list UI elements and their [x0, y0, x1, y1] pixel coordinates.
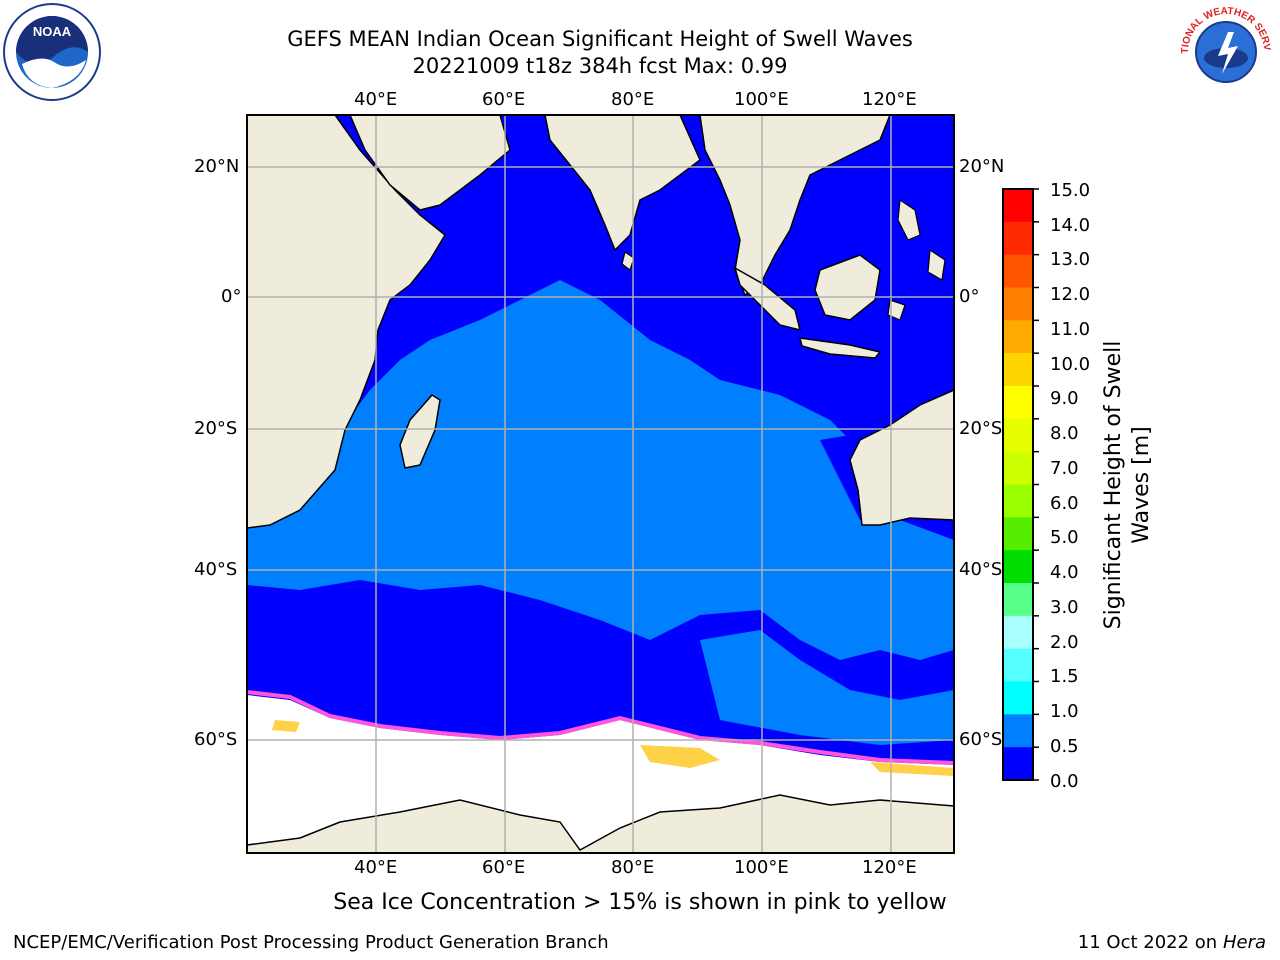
nws-logo: NATIONAL WEATHER SERVICE — [1172, 0, 1276, 102]
land-australia — [849, 389, 954, 526]
colorbar-swatch — [1003, 287, 1033, 321]
lon-label-top: 80°E — [611, 89, 655, 110]
land-antarctica — [247, 794, 954, 853]
lat-label-left: 60°S — [194, 729, 238, 750]
colorbar-tick: 11.0 — [1050, 319, 1091, 340]
colorbar-tick: 6.0 — [1050, 493, 1079, 514]
lat-label-right: 20°N — [959, 156, 1005, 177]
sea-ice-note: Sea Ice Concentration > 15% is shown in … — [333, 890, 947, 915]
colorbar-swatch — [1003, 648, 1033, 682]
gridlines — [247, 115, 954, 853]
noaa-logo: NOAA — [2, 2, 102, 102]
footer-date-text: 11 Oct 2022 on — [1077, 932, 1223, 953]
footer-host: Hera — [1222, 932, 1266, 953]
land-madagascar — [399, 394, 441, 469]
colorbar-tick: 3.0 — [1050, 597, 1079, 618]
colorbar-swatch — [1003, 615, 1033, 650]
lat-label-left: 0° — [221, 286, 242, 307]
colorbar-swatch — [1003, 320, 1033, 354]
colorbar-title-line1: Significant Height of Swell — [1101, 340, 1126, 630]
lon-label-top: 40°E — [354, 89, 398, 110]
colorbar-swatch — [1003, 714, 1033, 748]
lat-label-left: 20°S — [194, 418, 238, 439]
land-islands — [887, 198, 946, 321]
colorbar-swatch — [1003, 484, 1033, 518]
colorbar-swatch — [1003, 747, 1033, 781]
colorbar-swatch — [1003, 386, 1033, 420]
colorbar-tick: 10.0 — [1050, 354, 1091, 375]
lat-label-right: 0° — [959, 286, 980, 307]
colorbar — [1002, 188, 1039, 781]
colorbar-tick: 14.0 — [1050, 215, 1091, 236]
footer-branch: NCEP/EMC/Verification Post Processing Pr… — [13, 932, 609, 953]
lon-label-bottom: 120°E — [862, 857, 917, 878]
lat-label-right: 20°S — [959, 418, 1003, 439]
land-arabia — [349, 115, 511, 211]
colorbar-tick: 8.0 — [1050, 423, 1079, 444]
colorbar-tick: 13.0 — [1050, 249, 1091, 270]
colorbar-title: Significant Height of Swell Waves [m] — [1100, 285, 1156, 685]
colorbar-swatch — [1003, 189, 1033, 223]
colorbar-swatch — [1003, 583, 1033, 617]
colorbar-title-line2: Waves [m] — [1129, 426, 1154, 544]
colorbar-swatch — [1003, 418, 1033, 453]
map-frame — [246, 114, 955, 854]
chart-subtitle: 20221009 t18z 384h fcst Max: 0.99 — [412, 54, 788, 78]
colorbar-tick: 12.0 — [1050, 284, 1091, 305]
footer-date: 11 Oct 2022 on Hera — [1078, 932, 1266, 953]
lat-label-left: 20°N — [194, 156, 240, 177]
colorbar-tick: 2.0 — [1050, 632, 1079, 653]
lat-label-left: 40°S — [194, 559, 238, 580]
noaa-logo-text: NOAA — [33, 24, 72, 39]
lon-label-top: 100°E — [734, 89, 789, 110]
lon-label-bottom: 40°E — [354, 857, 398, 878]
colorbar-swatch — [1003, 681, 1033, 715]
lon-label-bottom: 100°E — [734, 857, 789, 878]
chart-title: GEFS MEAN Indian Ocean Significant Heigh… — [287, 27, 913, 51]
ice-edge-pink — [247, 690, 954, 765]
lat-label-right: 40°S — [959, 559, 1003, 580]
colorbar-swatch — [1003, 221, 1033, 256]
colorbar-tick: 7.0 — [1050, 458, 1079, 479]
lon-label-bottom: 80°E — [611, 857, 655, 878]
colorbar-swatch — [1003, 550, 1033, 584]
lon-label-top: 60°E — [482, 89, 526, 110]
land-java — [799, 337, 882, 359]
lon-label-top: 120°E — [862, 89, 917, 110]
land-india — [544, 115, 701, 252]
colorbar-swatch — [1003, 353, 1033, 387]
lon-label-bottom: 60°E — [482, 857, 526, 878]
colorbar-tick: 4.0 — [1050, 562, 1079, 583]
colorbar-tick: 0.5 — [1050, 736, 1079, 757]
land-sumatra — [733, 266, 802, 332]
colorbar-tick: 5.0 — [1050, 527, 1079, 548]
colorbar-tick: 15.0 — [1050, 180, 1091, 201]
colorbar-swatch — [1003, 517, 1033, 551]
land-srilanka — [621, 251, 635, 271]
colorbar-tick: 1.5 — [1050, 666, 1079, 687]
colorbar-swatch — [1003, 451, 1033, 485]
colorbar-tick: 1.0 — [1050, 701, 1079, 722]
lat-label-right: 60°S — [959, 729, 1003, 750]
colorbar-frame — [1002, 188, 1034, 781]
land-se-asia — [699, 115, 891, 297]
colorbar-swatch — [1003, 254, 1033, 288]
land-borneo — [814, 254, 881, 321]
colorbar-tick: 9.0 — [1050, 388, 1079, 409]
colorbar-tick: 0.0 — [1050, 771, 1079, 792]
ice-edge-yellow — [272, 720, 954, 776]
